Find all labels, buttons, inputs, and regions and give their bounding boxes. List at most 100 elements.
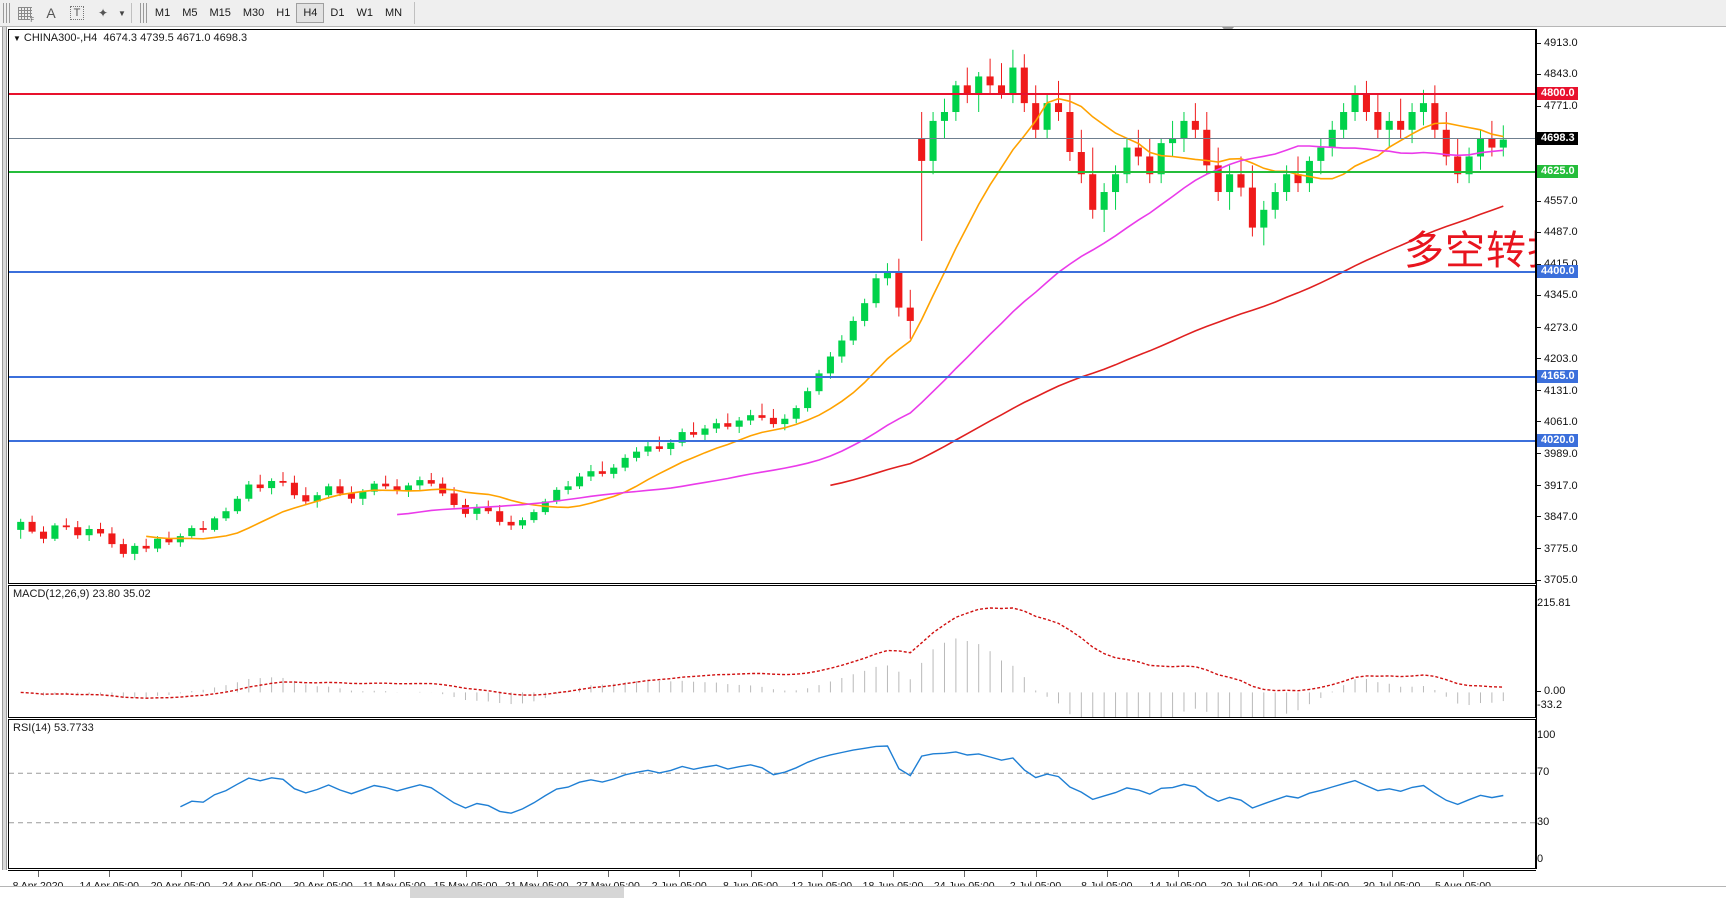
time-tick xyxy=(180,871,182,877)
objects-icon[interactable]: ✦ xyxy=(97,6,109,20)
bottom-scrollbar[interactable] xyxy=(0,886,1726,898)
candle-body xyxy=(427,480,435,484)
price-tag-4800-0[interactable]: 4800.0 xyxy=(1537,87,1578,101)
ohlc-values: 4674.3 4739.5 4671.0 4698.3 xyxy=(103,32,248,44)
candle-body xyxy=(1362,94,1370,113)
moving-average-line xyxy=(397,145,1504,516)
candle-body xyxy=(906,307,914,321)
candle-body xyxy=(735,420,743,427)
timeframe-m30[interactable]: M30 xyxy=(242,7,265,19)
rsi-tick-30: 30 xyxy=(1537,815,1550,828)
moving-average-line xyxy=(146,97,1504,540)
left-scrollbar[interactable] xyxy=(0,27,8,870)
time-tick xyxy=(821,871,823,877)
price-tick-3847-0: 3847.0 xyxy=(1537,511,1578,523)
candle-body xyxy=(997,85,1006,95)
price-tag-4165-0[interactable]: 4165.0 xyxy=(1537,369,1578,383)
candle-body xyxy=(724,423,732,427)
macd-panel[interactable]: MACD(12,26,9) 23.80 35.02 xyxy=(8,585,1536,718)
candle-body xyxy=(119,544,127,554)
timeframe-mn[interactable]: MN xyxy=(384,7,403,19)
grid-f-icon[interactable] xyxy=(12,2,38,25)
toolbar-divider-2 xyxy=(414,2,416,24)
level-line-4625-0[interactable] xyxy=(9,171,1535,174)
price-tag-4400-0[interactable]: 4400.0 xyxy=(1537,265,1578,279)
price-tick-4557-0: 4557.0 xyxy=(1537,196,1578,207)
candle-body xyxy=(940,112,949,121)
candle-body xyxy=(1203,129,1211,166)
candle-body xyxy=(792,408,800,419)
macd-tick-0m00: 0.00 xyxy=(1537,686,1565,697)
price-tick-4843-0: 4843.0 xyxy=(1537,69,1578,80)
level-line-4400-0[interactable] xyxy=(9,271,1535,274)
candle-body xyxy=(165,538,173,543)
rsi-line xyxy=(180,745,1504,814)
macd-tick-m33-2: -33.2 xyxy=(1537,699,1563,711)
level-line-4698-3[interactable] xyxy=(9,138,1535,140)
price-tag-4020-0[interactable]: 4020.0 xyxy=(1537,433,1578,447)
level-line-4020-0[interactable] xyxy=(9,439,1535,442)
candle-body xyxy=(96,528,105,534)
candle-body xyxy=(758,415,766,418)
candle-body xyxy=(1214,165,1222,193)
candle-body xyxy=(142,545,150,549)
toolbar-grip-1[interactable] xyxy=(3,3,12,23)
candle-body xyxy=(336,486,344,494)
collapse-icon[interactable]: ▼ xyxy=(13,33,21,43)
price-tick-4203-0: 4203.0 xyxy=(1537,353,1578,365)
candle-body xyxy=(1454,156,1462,175)
level-line-4800-0[interactable] xyxy=(9,93,1535,96)
price-tick-4273-0: 4273.0 xyxy=(1537,322,1578,334)
candle-body xyxy=(1077,152,1085,175)
time-tick xyxy=(1249,871,1251,877)
price-series xyxy=(17,49,1507,561)
timeframe-w1[interactable]: W1 xyxy=(356,7,373,19)
timeframe-m15[interactable]: M15 xyxy=(209,7,231,19)
dropdown-arrow-icon[interactable]: ▼ xyxy=(118,8,126,18)
time-tick xyxy=(109,871,111,877)
candle-body xyxy=(233,498,241,512)
time-tick xyxy=(608,871,609,877)
candle-body xyxy=(1191,120,1199,130)
rsi-series xyxy=(9,745,1535,824)
candle-body xyxy=(530,512,538,521)
candle-body xyxy=(598,471,606,474)
moving-average-line xyxy=(830,205,1504,487)
candle-body xyxy=(1317,147,1325,161)
price-scale[interactable]: 4913.0 4843.0 4800.0 4771.0 4698.3 4625.0 4557… xyxy=(1536,29,1726,869)
candle-body xyxy=(268,480,276,489)
candle-body xyxy=(986,76,994,86)
candle-body xyxy=(655,446,663,449)
candle-body xyxy=(1476,138,1485,157)
candle-body xyxy=(1408,112,1416,130)
candle-body xyxy=(1066,112,1074,153)
time-tick xyxy=(465,871,467,877)
candle-body xyxy=(1374,112,1382,130)
text-a-icon[interactable]: A xyxy=(46,5,56,21)
rsi-panel[interactable]: RSI(14) 53.7733 xyxy=(8,719,1536,869)
candle-body xyxy=(507,521,515,526)
level-line-4165-0[interactable] xyxy=(9,375,1535,378)
toolbar-grip-2[interactable] xyxy=(139,3,149,23)
candle-body xyxy=(1442,129,1450,157)
price-tag-4625-0[interactable]: 4625.0 xyxy=(1537,165,1578,179)
candle-body xyxy=(484,507,492,512)
chart-header[interactable]: ▼ CHINA300-,H4 4674.3 4739.5 4671.0 4698.… xyxy=(13,32,247,44)
candle-body xyxy=(883,272,891,279)
candle-body xyxy=(1123,147,1131,175)
scrollbar-thumb[interactable] xyxy=(410,887,624,898)
candle-body xyxy=(1020,67,1028,104)
price-tick-4345-0: 4345.0 xyxy=(1537,290,1578,301)
chart-annotation: 多空转折点4625 xyxy=(1404,228,1535,274)
price-panel[interactable]: ▼ CHINA300-,H4 4674.3 4739.5 4671.0 4698.… xyxy=(8,29,1536,584)
candle-body xyxy=(188,528,196,537)
time-tick xyxy=(394,871,396,877)
text-label-icon[interactable]: T xyxy=(64,2,90,25)
timeframe-m1[interactable]: M1 xyxy=(154,7,171,19)
timeframe-h4[interactable]: H4 xyxy=(296,3,325,23)
timeframe-d1[interactable]: D1 xyxy=(330,7,345,19)
price-tag-4698-3[interactable]: 4698.3 xyxy=(1537,132,1578,146)
timeframe-m5[interactable]: M5 xyxy=(182,7,198,19)
timeframe-h1[interactable]: H1 xyxy=(276,7,291,19)
